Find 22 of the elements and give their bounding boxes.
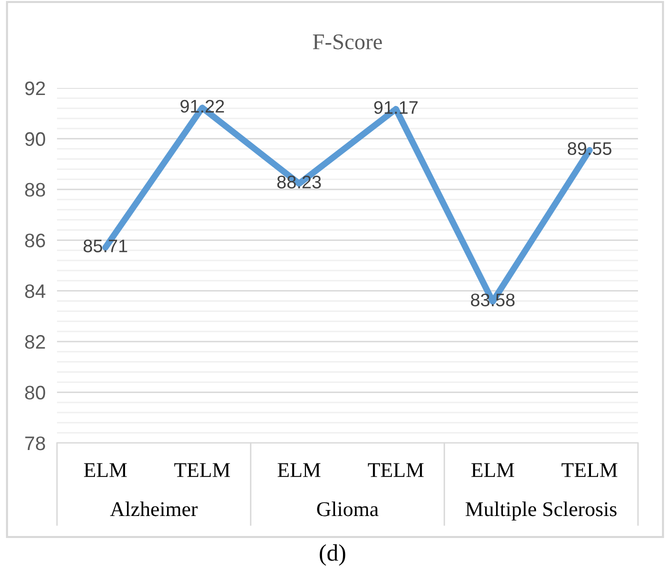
x-tick-label: ELM	[278, 463, 320, 477]
y-tick-label: 80	[25, 386, 46, 400]
y-tick-label: 90	[25, 132, 46, 146]
chart-title: F-Score	[312, 34, 382, 50]
x-tick-label: TELM	[174, 463, 230, 477]
y-tick-label: 88	[25, 182, 46, 197]
data-label: 89.55	[568, 142, 612, 155]
text: Glioma	[317, 502, 378, 516]
y-tick-label: 86	[25, 234, 46, 248]
y-tick-label: 82	[25, 335, 45, 349]
data-label: 91.17	[374, 101, 418, 114]
y-tick-label: 92	[25, 81, 45, 96]
data-label: 91.22	[180, 100, 224, 113]
y-tick-label: 78	[25, 436, 46, 450]
text: Alzheimer	[110, 502, 198, 516]
x-tick-label: ELM	[84, 463, 127, 477]
text: (d)	[320, 544, 346, 566]
x-tick-label: TELM	[368, 463, 424, 477]
text: Multiple Sclerosis	[466, 502, 617, 520]
y-tick-label: 84	[25, 284, 46, 298]
x-tick-label: ELM	[471, 463, 514, 477]
x-tick-label: TELM	[562, 463, 618, 477]
